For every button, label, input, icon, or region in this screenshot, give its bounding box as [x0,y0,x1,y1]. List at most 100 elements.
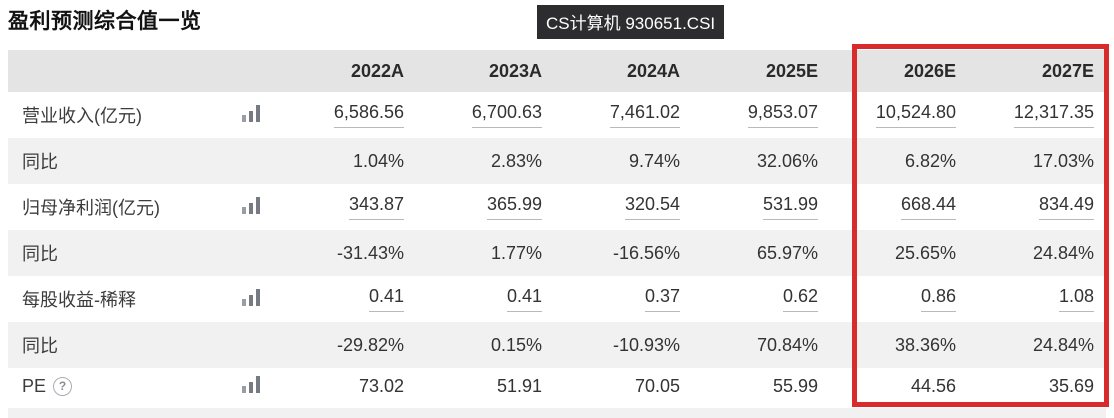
value-text: 65.97% [756,242,818,263]
cell-2022a: 0.41 [278,276,416,322]
cell-2026e: 44.56 [830,368,968,405]
topbar: 盈利预测综合值一览 CS计算机 930651.CSI [8,5,1106,41]
row-chart-cell [224,230,278,276]
row-label-cell: PE? [8,368,224,405]
row-label: 同比 [22,336,58,356]
cell-2022a: 6,586.56 [278,92,416,138]
cell-2027e: 1.08 [968,276,1106,322]
column-header-2022a: 2022A [278,50,416,92]
table-header-row: 2022A 2023A 2024A 2025E 2026E 2027E [8,50,1106,92]
cell-2023a: 2.83% [416,138,554,184]
cell-2026e: 0.86 [830,276,968,322]
column-header-blank [8,50,278,92]
row-label: 归母净利润(亿元) [22,198,160,218]
value-text: 9.74% [628,150,680,171]
cell-2026e: 38.36% [830,322,968,368]
bar-chart-icon[interactable] [242,288,260,306]
bar-chart-icon[interactable] [242,375,260,393]
row-chart-cell [224,92,278,138]
forecast-table: 2022A 2023A 2024A 2025E 2026E 2027E 营业收入(亿元) 6… [8,50,1106,405]
cell-2027e: 834.49 [968,184,1106,230]
row-label-cell: 每股收益-稀释 [8,276,224,322]
value-text: 24.84% [1032,242,1094,263]
value-link[interactable]: 10,524.80 [875,102,956,128]
cell-2026e: 25.65% [830,230,968,276]
cell-2023a: 0.15% [416,322,554,368]
bar-chart-icon[interactable] [242,196,260,214]
value-link[interactable]: 0.41 [506,286,542,312]
value-text: 17.03% [1032,150,1094,171]
value-link[interactable]: 668.44 [900,194,956,220]
cell-2025e: 531.99 [692,184,830,230]
value-text: 44.56 [910,376,956,396]
value-link[interactable]: 343.87 [348,194,404,220]
cell-2023a: 1.77% [416,230,554,276]
value-link[interactable]: 0.37 [644,286,680,312]
column-header-2026e: 2026E [830,50,968,92]
cell-2024a: 0.37 [554,276,692,322]
cell-2027e: 35.69 [968,368,1106,405]
value-link[interactable]: 6,700.63 [471,102,542,128]
row-chart-cell [224,184,278,230]
value-text: -29.82% [336,334,404,355]
value-text: 2.83% [490,150,542,171]
cell-2022a: -29.82% [278,322,416,368]
cell-2022a: 73.02 [278,368,416,405]
row-label-cell: 同比 [8,138,224,184]
value-link[interactable]: 365.99 [486,194,542,220]
cell-2024a: -16.56% [554,230,692,276]
cell-2026e: 6.82% [830,138,968,184]
value-text: 24.84% [1032,334,1094,355]
value-link[interactable]: 1.08 [1058,286,1094,312]
value-text: 25.65% [894,242,956,263]
row-label: 营业收入(亿元) [22,106,142,126]
row-label: 每股收益-稀释 [22,290,136,310]
column-header-2027e: 2027E [968,50,1106,92]
value-text: 1.77% [490,242,542,263]
value-text: 70.84% [756,334,818,355]
cell-2027e: 17.03% [968,138,1106,184]
cell-2023a: 0.41 [416,276,554,322]
value-link[interactable]: 12,317.35 [1013,102,1094,128]
cell-2024a: 320.54 [554,184,692,230]
cell-2022a: 1.04% [278,138,416,184]
row-chart-cell [224,276,278,322]
cell-2025e: 70.84% [692,322,830,368]
table-row: 归母净利润(亿元) 343.87 365.99 320.54 531.99 668.44 8… [8,184,1106,230]
row-chart-cell [224,368,278,405]
cell-2024a: 9.74% [554,138,692,184]
value-link[interactable]: 531.99 [762,194,818,220]
page-title: 盈利预测综合值一览 [8,10,202,33]
value-link[interactable]: 7,461.02 [609,102,680,128]
table-row: PE? 73.02 51.91 70.05 55.99 44.56 35.69 [8,368,1106,405]
value-link[interactable]: 0.41 [368,286,404,312]
column-header-2023a: 2023A [416,50,554,92]
cell-2027e: 24.84% [968,230,1106,276]
value-link[interactable]: 320.54 [624,194,680,220]
cell-2023a: 6,700.63 [416,92,554,138]
value-text: 38.36% [894,334,956,355]
cell-2025e: 55.99 [692,368,830,405]
column-header-2024a: 2024A [554,50,692,92]
table-row: 同比 -31.43% 1.77% -16.56% 65.97% 25.65% 24.84% [8,230,1106,276]
row-label-cell: 同比 [8,322,224,368]
cell-2027e: 24.84% [968,322,1106,368]
row-label: 同比 [22,152,58,172]
cell-2025e: 0.62 [692,276,830,322]
value-link[interactable]: 0.62 [782,286,818,312]
value-link[interactable]: 9,853.07 [747,102,818,128]
value-link[interactable]: 834.49 [1038,194,1094,220]
table-row: 同比 1.04% 2.83% 9.74% 32.06% 6.82% 17.03% [8,138,1106,184]
value-text: 70.05 [634,376,680,396]
value-link[interactable]: 6,586.56 [333,102,404,128]
cell-2024a: 7,461.02 [554,92,692,138]
bar-chart-icon[interactable] [242,104,260,122]
value-text: 1.04% [352,150,404,171]
value-link[interactable]: 0.86 [920,286,956,312]
cell-2022a: -31.43% [278,230,416,276]
cell-2023a: 51.91 [416,368,554,405]
value-text: -16.56% [612,242,680,263]
help-icon[interactable]: ? [53,377,73,396]
cell-2024a: 70.05 [554,368,692,405]
index-badge[interactable]: CS计算机 930651.CSI [537,5,725,39]
